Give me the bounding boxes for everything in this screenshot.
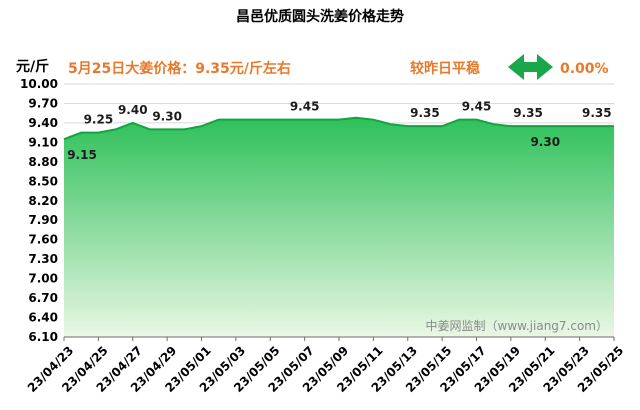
y-axis-ticks: 10.00 9.70 9.40 9.10 8.80 8.50 8.20 7.90 7.60 7.3… (20, 77, 58, 344)
y-tick-label: 8.80 (28, 155, 58, 169)
y-tick-label: 9.40 (28, 116, 58, 130)
data-label: 9.35 (513, 106, 543, 120)
price-line (63, 116, 614, 141)
y-tick-label: 10.00 (20, 77, 58, 91)
x-axis-ticks: 23/04/2323/04/2523/04/2723/04/2923/05/01… (25, 337, 626, 395)
y-tick-label: 7.30 (28, 252, 58, 266)
y-tick-label: 7.60 (28, 233, 58, 247)
data-labels: 9.15 9.25 9.40 9.30 9.45 9.35 9.45 9.35 9.30 9.35 (67, 100, 611, 162)
data-label: 9.15 (67, 148, 97, 162)
data-label: 9.45 (462, 100, 492, 114)
data-label: 9.45 (290, 100, 320, 114)
chart-title: 昌邑优质圆头洗姜价格走势 (236, 8, 404, 25)
change-label: 较昨日平稳 (410, 60, 480, 77)
price-subtitle: 5月25日大姜价格：9.35元/斤左右 (68, 60, 291, 77)
data-label: 9.40 (118, 103, 148, 117)
y-tick-label: 6.40 (28, 311, 58, 325)
data-label: 9.25 (84, 113, 114, 127)
watermark: 中姜网监制（www.jiang7.com） (426, 318, 608, 333)
data-label: 9.35 (582, 106, 612, 120)
y-tick-label: 7.90 (28, 213, 58, 227)
y-tick-label: 8.20 (28, 194, 58, 208)
y-axis-unit: 元/斤 (16, 58, 49, 75)
price-area (64, 117, 614, 337)
y-tick-label: 8.50 (28, 174, 58, 188)
data-label: 9.30 (152, 109, 182, 123)
y-tick-label: 9.70 (28, 96, 58, 110)
data-label: 9.35 (410, 106, 440, 120)
double-arrow-icon (508, 54, 553, 80)
y-tick-label: 7.00 (28, 272, 58, 286)
data-label: 9.30 (530, 135, 560, 149)
y-tick-label: 6.70 (28, 291, 58, 305)
y-tick-label: 6.10 (28, 330, 58, 344)
y-tick-label: 9.10 (28, 135, 58, 149)
change-value: 0.00% (560, 61, 609, 77)
